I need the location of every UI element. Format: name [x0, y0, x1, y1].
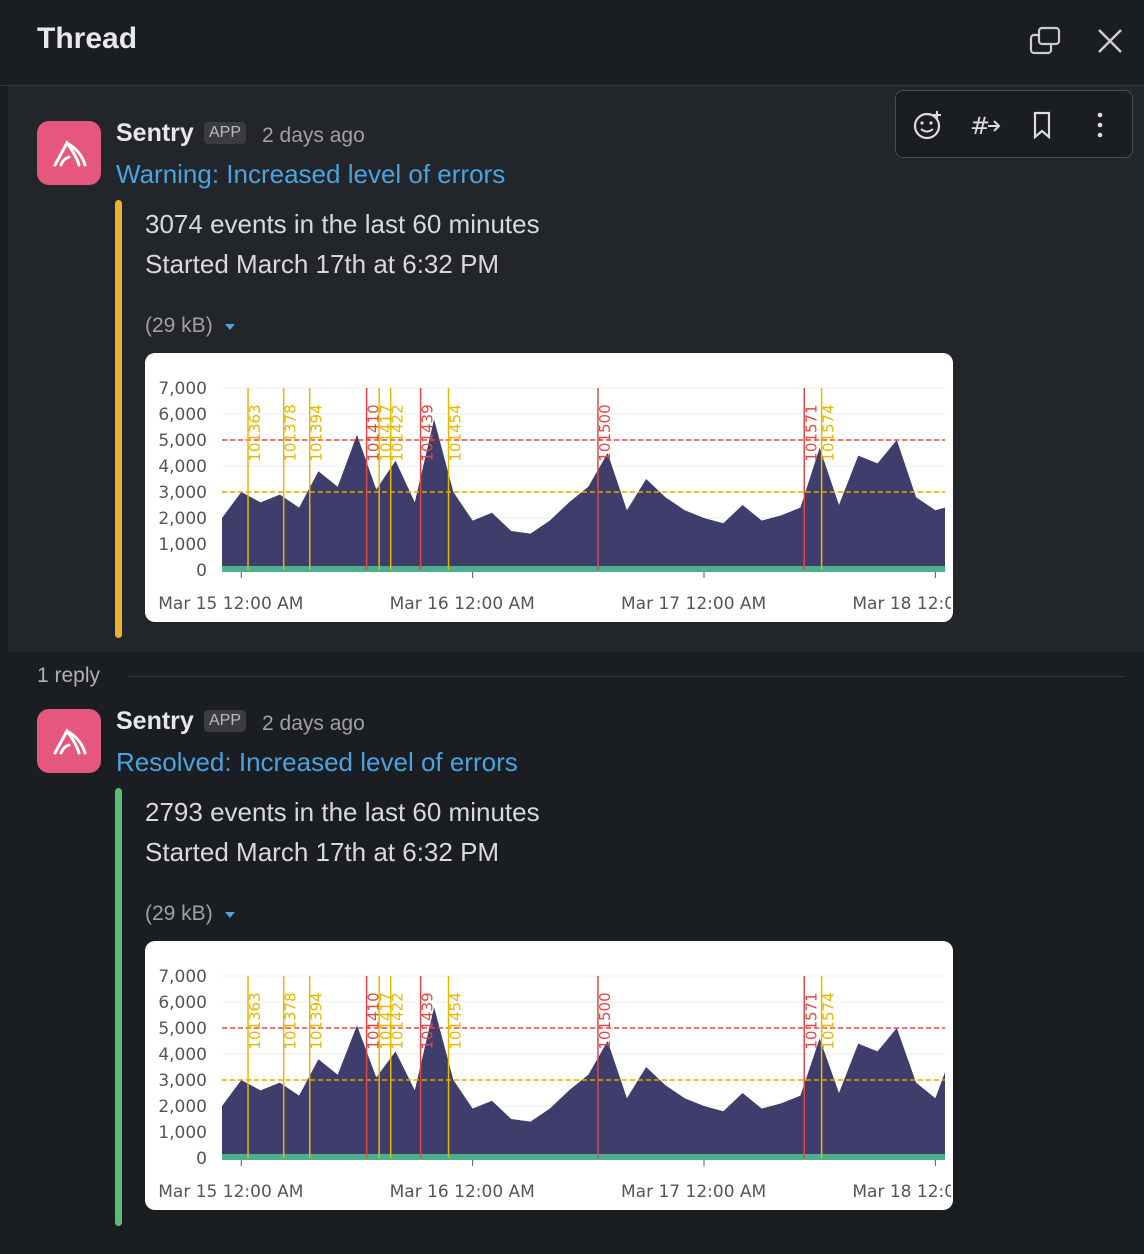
y-tick-label: 7,000 — [158, 379, 207, 399]
x-tick-label: Mar 15 12:00 AM — [158, 594, 303, 614]
sentry-logo — [53, 728, 87, 755]
release-label: 101363 — [246, 992, 264, 1049]
y-tick-label: 2,000 — [158, 509, 207, 529]
release-label: 101394 — [308, 992, 326, 1049]
x-tick-label: Mar 15 12:00 AM — [158, 1182, 303, 1202]
release-label: 101500 — [596, 404, 614, 461]
y-tick-label: 4,000 — [158, 457, 207, 477]
message-title[interactable]: Warning: Increased level of errors — [116, 159, 506, 189]
release-label: 101439 — [419, 404, 437, 461]
timestamp[interactable]: 2 days ago — [262, 124, 365, 147]
x-tick-label: Mar 17 12:00 AM — [621, 1182, 766, 1202]
release-label: 101410 — [365, 404, 383, 461]
x-tick-label: Mar 16 12:00 AM — [390, 594, 535, 614]
toolbar-icons[interactable]: # — [910, 108, 1120, 142]
y-tick-label: 4,000 — [158, 1045, 207, 1065]
status-strip — [222, 566, 945, 572]
chart: 0 1,000 2,000 3,000 4,000 5,000 6,000 7,000 1013… — [158, 379, 953, 614]
y-tick-label: 3,000 — [158, 1071, 207, 1091]
message-line: 2793 events in the last 60 minutes — [145, 797, 540, 827]
y-tick-label: 1,000 — [158, 535, 207, 555]
y-tick-label: 7,000 — [158, 967, 207, 987]
y-tick-label: 6,000 — [158, 993, 207, 1013]
release-label: 101574 — [820, 404, 838, 461]
y-tick-label: 1,000 — [158, 1123, 207, 1143]
release-label: 101422 — [389, 404, 407, 461]
x-tick-label: Mar 18 12:00 AM — [852, 594, 953, 614]
chart-card: 0 1,000 2,000 3,000 4,000 5,000 6,000 7,000 1013… — [145, 941, 953, 1210]
expand-caret[interactable] — [224, 910, 236, 920]
y-tick-label: 5,000 — [158, 431, 207, 451]
header — [0, 0, 1144, 86]
app-badge: APP — [204, 122, 247, 144]
area — [222, 419, 945, 570]
release-label: 101571 — [802, 992, 820, 1049]
y-tick-label: 0 — [196, 1149, 207, 1169]
attachment-accent — [115, 788, 122, 1226]
attachment-accent — [115, 200, 122, 638]
release-label: 101500 — [596, 992, 614, 1049]
release-label: 101454 — [447, 992, 465, 1049]
x-tick-label: Mar 16 12:00 AM — [390, 1182, 535, 1202]
message-line: 3074 events in the last 60 minutes — [145, 209, 540, 239]
header-title: Thread — [37, 22, 138, 55]
message-toolbar — [895, 90, 1133, 158]
release-label: 101363 — [246, 404, 264, 461]
message-title[interactable]: Resolved: Increased level of errors — [116, 747, 518, 777]
release-label: 101422 — [389, 992, 407, 1049]
area — [222, 1007, 945, 1158]
release-label: 101378 — [282, 992, 300, 1049]
status-strip — [222, 1154, 945, 1160]
y-tick-label: 5,000 — [158, 1019, 207, 1039]
y-tick-label: 2,000 — [158, 1097, 207, 1117]
app-badge: APP — [204, 710, 247, 732]
avatar — [37, 709, 101, 773]
attachment-size[interactable]: (29 kB) — [145, 314, 213, 337]
timestamp[interactable]: 2 days ago — [262, 712, 365, 735]
expand-caret[interactable] — [224, 322, 236, 332]
y-tick-label: 0 — [196, 561, 207, 581]
message-line: Started March 17th at 6:32 PM — [145, 837, 500, 867]
chart-card: 0 1,000 2,000 3,000 4,000 5,000 6,000 7,000 1013… — [145, 353, 953, 622]
release-label: 101574 — [820, 992, 838, 1049]
y-tick-label: 6,000 — [158, 405, 207, 425]
sender-name[interactable]: Sentry — [116, 119, 194, 147]
attachment-size[interactable]: (29 kB) — [145, 902, 213, 925]
release-label: 101378 — [282, 404, 300, 461]
open-in-window[interactable] — [1028, 26, 1062, 56]
divider — [128, 676, 1124, 677]
release-label: 101439 — [419, 992, 437, 1049]
close-button[interactable] — [1096, 27, 1124, 55]
reply-count[interactable]: 1 reply — [37, 664, 101, 687]
release-label: 101394 — [308, 404, 326, 461]
message-line: Started March 17th at 6:32 PM — [145, 249, 500, 279]
chart: 0 1,000 2,000 3,000 4,000 5,000 6,000 7,000 1013… — [158, 967, 953, 1202]
svg-text:#: # — [970, 112, 990, 140]
release-label: 101454 — [447, 404, 465, 461]
sentry-logo — [53, 140, 87, 167]
x-tick-label: Mar 17 12:00 AM — [621, 594, 766, 614]
avatar — [37, 121, 101, 185]
x-tick-label: Mar 18 12:00 AM — [852, 1182, 953, 1202]
release-label: 101571 — [802, 404, 820, 461]
sender-name[interactable]: Sentry — [116, 707, 194, 735]
y-tick-label: 3,000 — [158, 483, 207, 503]
release-label: 101410 — [365, 992, 383, 1049]
